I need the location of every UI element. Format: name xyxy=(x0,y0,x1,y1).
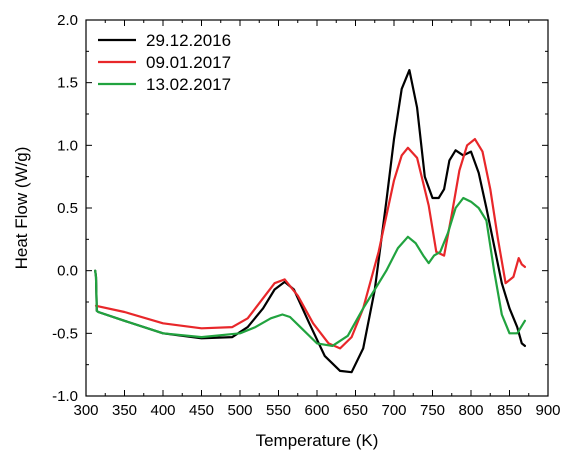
x-tick-label: 400 xyxy=(150,402,175,419)
x-tick-label: 650 xyxy=(343,402,368,419)
x-tick-label: 700 xyxy=(381,402,406,419)
y-tick-label: -1.0 xyxy=(52,388,78,405)
series-line-1 xyxy=(94,68,527,374)
y-tick-label: 2.0 xyxy=(57,12,78,29)
tick-layer: 300 350 400 450 500 550 600 650 700 750 800 850 900 -… xyxy=(52,12,560,419)
legend-label: 13.02.2017 xyxy=(146,75,231,94)
x-tick-label: 450 xyxy=(189,402,214,419)
series-layer xyxy=(94,68,527,374)
x-tick-label: 500 xyxy=(227,402,252,419)
x-tick-label: 300 xyxy=(73,402,98,419)
x-axis-title: Temperature (K) xyxy=(256,431,379,450)
x-tick-label: 900 xyxy=(535,402,560,419)
series-line-3 xyxy=(94,196,527,347)
legend: 29.12.2016 09.01.2017 13.02.2017 xyxy=(98,31,231,94)
series-line-2 xyxy=(94,138,527,350)
x-tick-label: 800 xyxy=(458,402,483,419)
legend-label: 29.12.2016 xyxy=(146,31,231,50)
y-axis-title: Heat Flow (W/g) xyxy=(12,147,31,270)
y-tick-label: 1.5 xyxy=(57,75,78,92)
y-tick-label: 0.0 xyxy=(57,263,78,280)
x-tick-label: 750 xyxy=(420,402,445,419)
x-tick-label: 850 xyxy=(497,402,522,419)
y-tick-label: 1.0 xyxy=(57,137,78,154)
y-tick-label: -0.5 xyxy=(52,325,78,342)
y-tick-label: 0.5 xyxy=(57,200,78,217)
legend-label: 09.01.2017 xyxy=(146,53,231,72)
x-tick-label: 550 xyxy=(266,402,291,419)
x-tick-label: 350 xyxy=(112,402,137,419)
x-tick-label: 600 xyxy=(304,402,329,419)
